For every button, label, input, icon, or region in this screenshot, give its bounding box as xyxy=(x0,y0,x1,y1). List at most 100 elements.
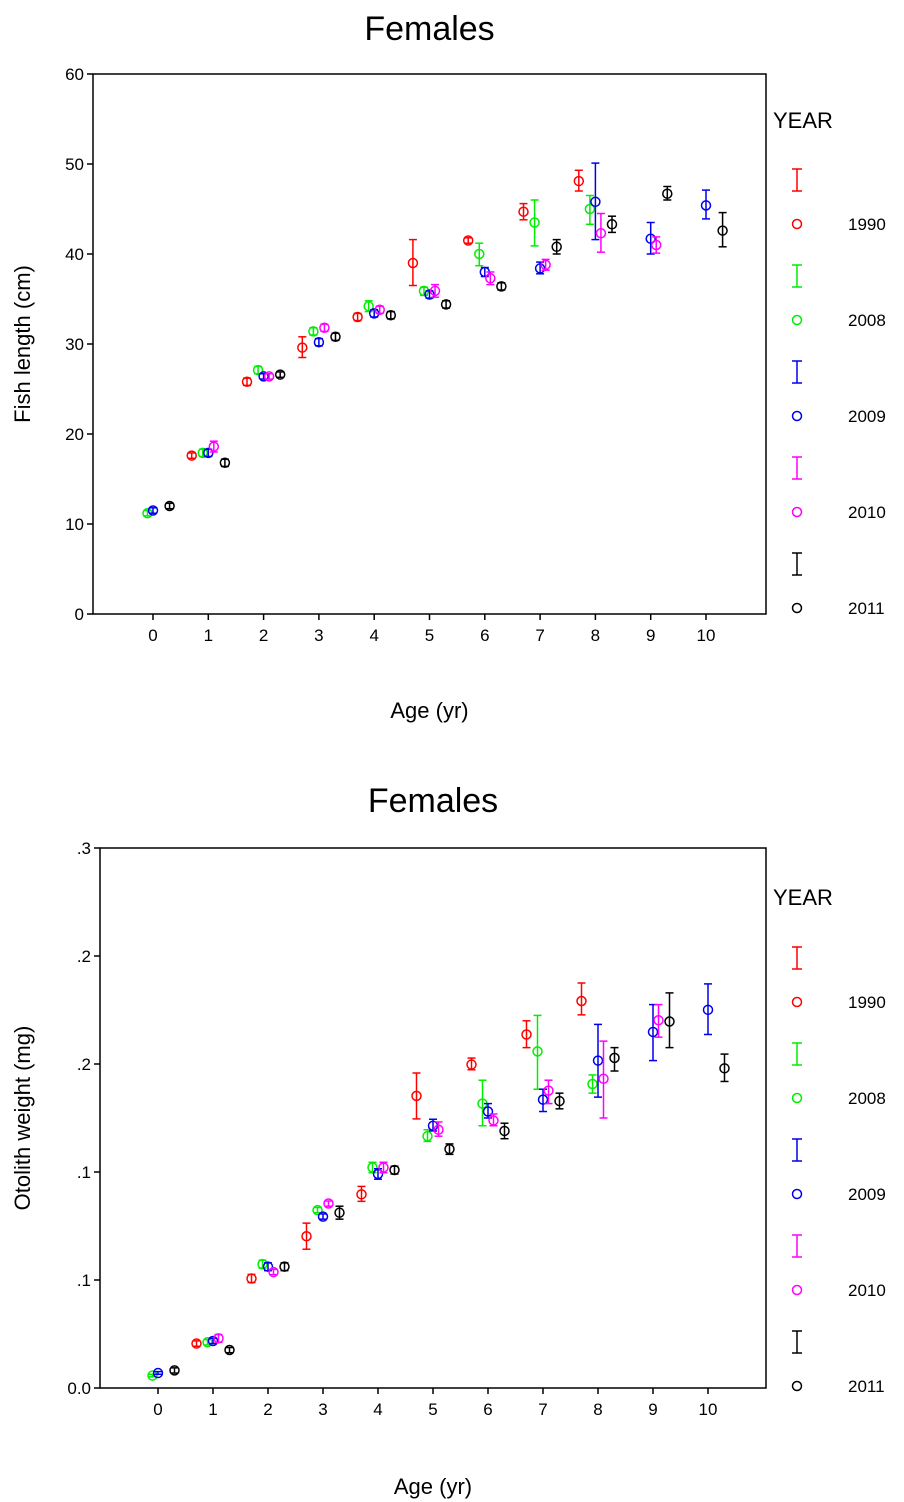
series-2010 xyxy=(208,212,662,453)
data-point xyxy=(647,1026,659,1038)
data-point xyxy=(407,257,419,269)
error-bar xyxy=(599,1040,608,1119)
data-point xyxy=(279,1261,290,1272)
data-point xyxy=(540,259,551,271)
error-bar xyxy=(302,1222,311,1250)
y-tick-label: 30 xyxy=(65,335,84,354)
series-2010 xyxy=(213,1003,664,1344)
data-point xyxy=(444,1143,455,1155)
data-point xyxy=(592,1055,604,1066)
y-tick-label: .1 xyxy=(77,1271,91,1290)
legend-item-2010: 2010 xyxy=(791,456,886,522)
error-bar xyxy=(478,1079,487,1127)
plot-frame xyxy=(99,847,767,1389)
legend-marker-icon xyxy=(791,506,803,518)
error-bar xyxy=(209,1337,217,1345)
data-point xyxy=(297,342,308,353)
legend-marker-icon xyxy=(791,410,803,422)
x-tick-label: 10 xyxy=(697,626,716,645)
series-2009 xyxy=(152,983,714,1379)
data-point xyxy=(352,311,363,323)
x-tick-label: 2 xyxy=(263,1400,272,1419)
legend-title: YEAR xyxy=(773,108,833,133)
plot-frame xyxy=(92,73,767,615)
x-tick-label: 5 xyxy=(425,626,434,645)
error-bar xyxy=(324,1200,333,1207)
error-bar xyxy=(143,509,152,517)
error-bar xyxy=(704,983,712,1036)
x-axis-label: Age (yr) xyxy=(394,1474,472,1499)
error-bar xyxy=(364,300,373,313)
data-point xyxy=(529,217,540,228)
x-tick-label: 5 xyxy=(428,1400,437,1419)
legend-item-2008: 2008 xyxy=(791,1042,886,1108)
x-tick-label: 1 xyxy=(208,1400,217,1419)
error-bar xyxy=(313,1206,322,1214)
legend-label: 1990 xyxy=(848,993,886,1012)
data-point xyxy=(543,1085,554,1096)
data-point xyxy=(518,206,529,217)
data-point xyxy=(606,219,618,230)
error-bar xyxy=(533,1014,542,1090)
legend: YEAR 1990 2008 2009 2010 2011 xyxy=(773,885,886,1396)
data-point xyxy=(323,1198,334,1209)
x-tick-label: 6 xyxy=(480,626,489,645)
data-point xyxy=(191,1338,202,1349)
data-point xyxy=(356,1189,367,1200)
data-point xyxy=(499,1125,510,1137)
data-point xyxy=(372,1168,384,1180)
error-bar xyxy=(720,1053,729,1083)
x-tick-label: 4 xyxy=(373,1400,382,1419)
data-point xyxy=(587,1078,598,1090)
data-point xyxy=(186,450,197,461)
data-point xyxy=(389,1164,400,1176)
data-point xyxy=(147,1370,158,1381)
data-point xyxy=(551,241,562,253)
data-point xyxy=(662,188,673,199)
error-bar xyxy=(408,238,417,287)
error-bar xyxy=(718,211,727,248)
error-bar xyxy=(149,507,157,514)
legend-label: 2008 xyxy=(848,311,886,330)
error-bar xyxy=(574,169,583,192)
error-bar xyxy=(154,1370,162,1376)
data-point xyxy=(433,1124,444,1135)
data-point xyxy=(207,1335,219,1347)
legend-marker-icon xyxy=(791,218,803,230)
error-bar xyxy=(610,1046,619,1072)
error-bar xyxy=(475,242,484,267)
legend-label: 2008 xyxy=(848,1089,886,1108)
data-point xyxy=(496,281,507,292)
data-point xyxy=(197,447,209,459)
legend-label: 2011 xyxy=(848,599,885,618)
error-bar xyxy=(585,194,594,226)
data-point xyxy=(440,299,452,310)
error-bar xyxy=(555,1092,564,1110)
data-point xyxy=(241,376,253,388)
error-bar xyxy=(607,215,616,234)
error-bar xyxy=(539,1088,547,1113)
y-tick-label: 0.0 xyxy=(67,1379,91,1398)
legend-marker-icon xyxy=(791,1188,803,1200)
series-2011 xyxy=(164,185,728,512)
data-point xyxy=(537,1094,549,1105)
x-tick-label: 1 xyxy=(204,626,213,645)
x-tick-label: 9 xyxy=(646,626,655,645)
data-point xyxy=(466,1059,477,1070)
x-tick-label: 2 xyxy=(259,626,268,645)
legend-marker-icon xyxy=(791,1380,803,1392)
x-tick-label: 0 xyxy=(148,626,157,645)
error-bar xyxy=(165,502,174,510)
error-bar xyxy=(702,189,710,220)
chart-panel-2: Females 0.0 .1 .1 .2 .2 .3 0 1 2 3 4 5 6 7 8 9 10 Age (yr)… xyxy=(10,782,886,1499)
data-point xyxy=(554,1095,565,1107)
x-tick-label: 0 xyxy=(153,1400,162,1419)
error-bar xyxy=(170,1367,179,1374)
y-tick-label: .2 xyxy=(77,947,91,966)
data-point xyxy=(334,1207,345,1218)
legend-marker-icon xyxy=(791,602,803,614)
y-axis-label: Otolith weight (mg) xyxy=(10,1026,35,1211)
error-bar xyxy=(665,992,674,1049)
y-tick-label: 10 xyxy=(65,515,84,534)
